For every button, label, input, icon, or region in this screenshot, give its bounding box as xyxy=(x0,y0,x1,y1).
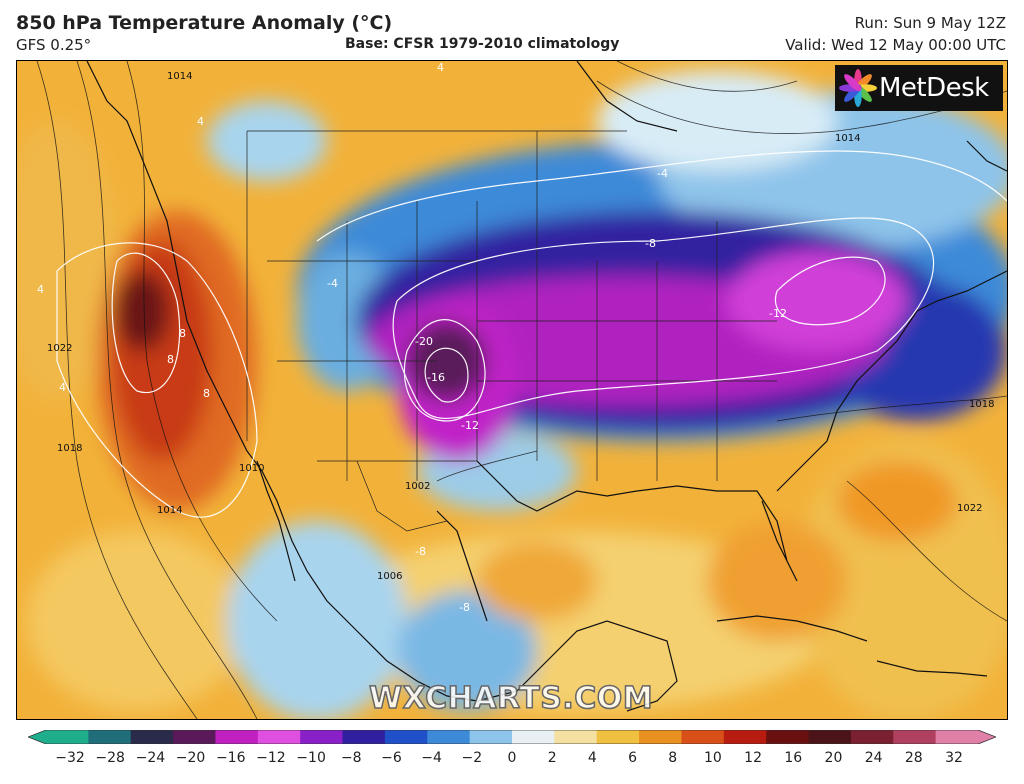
colorbar-tick-label: 28 xyxy=(904,750,923,766)
colorbar-tick-label: −2 xyxy=(461,750,483,766)
model-label: GFS 0.25° xyxy=(16,36,92,54)
isobar-label: 1018 xyxy=(57,443,82,454)
isobar-label: 1018 xyxy=(969,399,994,410)
colorbar-segment xyxy=(130,730,174,744)
colorbar-segment xyxy=(173,730,216,744)
anomaly-contours xyxy=(56,150,1007,518)
isobar-label: 1014 xyxy=(835,133,860,144)
metdesk-flower-icon xyxy=(839,69,877,107)
contour-label: -4 xyxy=(327,277,338,290)
isobar-label: 1014 xyxy=(167,71,192,82)
colorbar-segment xyxy=(893,730,937,744)
isobar-label: 1022 xyxy=(957,503,982,514)
contour-label: -8 xyxy=(459,601,470,614)
colorbar-tick-label: −16 xyxy=(215,750,246,766)
colorbar-tick-label: −10 xyxy=(296,750,326,766)
colorbar-tick-label: −12 xyxy=(256,750,286,766)
chart-header: 850 hPa Temperature Anomaly (°C) GFS 0.2… xyxy=(0,0,1024,58)
contour-label: 8 xyxy=(167,353,174,366)
colorbar-tick-label: −8 xyxy=(340,750,362,766)
colorbar-segment xyxy=(88,730,132,744)
contour-label: 4 xyxy=(59,381,66,394)
colorbar-tick-label: −28 xyxy=(95,750,125,766)
isobar-labels: 1014 1014 1018 1018 1022 1022 1010 1002 … xyxy=(47,71,994,582)
colorbar-segment xyxy=(512,730,555,744)
colorbar-segment xyxy=(766,730,810,744)
colorbar-tick-label: −32 xyxy=(55,750,85,766)
colorbar-segment xyxy=(554,730,598,744)
colorbar-tick-label: 0 xyxy=(507,750,517,766)
isobar-label: 1014 xyxy=(157,505,182,516)
colorbar-segment xyxy=(427,730,471,744)
contour-label: -20 xyxy=(415,335,433,348)
colorbar-segment xyxy=(215,730,259,744)
run-label: Run: Sun 9 May 12Z xyxy=(854,14,1006,32)
colorbar-tick-label: 4 xyxy=(587,750,597,766)
contour-labels: -20 -16 -12 -12 -8 -8 -8 -4 -4 4 4 4 4 8… xyxy=(37,61,787,614)
valid-time-label: Valid: Wed 12 May 00:00 UTC xyxy=(785,36,1006,54)
contour-label: -12 xyxy=(461,419,479,432)
colorbar-tick-label: 10 xyxy=(703,750,722,766)
colorbar-segment xyxy=(639,730,682,744)
colorbar-segment xyxy=(257,730,301,744)
colorbar-segment xyxy=(384,730,428,744)
contour-label: -16 xyxy=(427,371,445,384)
colorbar-segment xyxy=(596,730,640,744)
coastlines xyxy=(86,61,1007,712)
contour-label: -8 xyxy=(415,545,426,558)
contour-label: 4 xyxy=(37,283,44,296)
contour-label: 4 xyxy=(437,61,444,74)
map-canvas: -20 -16 -12 -12 -8 -8 -8 -4 -4 4 4 4 4 8… xyxy=(17,61,1007,719)
colorbar-left-arrow xyxy=(28,730,46,744)
colorbar-segment xyxy=(46,730,89,744)
anomaly-map: -20 -16 -12 -12 -8 -8 -8 -4 -4 4 4 4 4 8… xyxy=(16,60,1008,720)
isobar-label: 1010 xyxy=(239,463,264,474)
contour-label: -8 xyxy=(645,237,656,250)
colorbar-segment xyxy=(469,730,513,744)
colorbar: −32 −28 −24 −20 −16 −12 −10 −8 −6 −4 −2 0 2 4 6 8 10 12 16… xyxy=(28,730,996,782)
colorbar-tick-label: 12 xyxy=(744,750,762,766)
isobar-label: 1022 xyxy=(47,343,72,354)
isobar-label: 1002 xyxy=(405,481,430,492)
base-climatology-label: Base: CFSR 1979-2010 climatology xyxy=(345,36,620,52)
contour-label: 4 xyxy=(197,115,204,128)
isobars xyxy=(36,61,1007,719)
colorbar-tick-label: −20 xyxy=(175,750,206,766)
borders xyxy=(246,130,777,532)
wxcharts-watermark: WXCHARTS.COM xyxy=(368,680,654,717)
contour-label: -12 xyxy=(769,307,787,320)
colorbar-tick-label: −4 xyxy=(421,750,442,766)
colorbar-tick-label: 8 xyxy=(668,750,678,766)
colorbar-segment xyxy=(681,730,725,744)
colorbar-right-arrow xyxy=(978,730,996,744)
colorbar-tick-label: 20 xyxy=(824,750,843,766)
colorbar-tick-label: 24 xyxy=(864,750,883,766)
metdesk-logo: MetDesk xyxy=(835,65,1003,111)
colorbar-tick-label: −6 xyxy=(381,750,402,766)
contour-label: 8 xyxy=(179,327,186,340)
colorbar-tick-label: 32 xyxy=(945,750,963,766)
colorbar-segment xyxy=(342,730,386,744)
metdesk-logo-text: MetDesk xyxy=(879,73,989,103)
colorbar-tick-label: 16 xyxy=(784,750,803,766)
colorbar-tick-label: −24 xyxy=(135,750,166,766)
map-title: 850 hPa Temperature Anomaly (°C) xyxy=(16,12,393,34)
colorbar-tick-label: 6 xyxy=(628,750,637,766)
colorbar-gradient xyxy=(28,730,996,744)
isobar-label: 1006 xyxy=(377,571,402,582)
colorbar-segment xyxy=(850,730,894,744)
contour-label: -4 xyxy=(657,167,668,180)
colorbar-segment xyxy=(723,730,767,744)
colorbar-segment xyxy=(300,730,344,744)
colorbar-tick-label: 2 xyxy=(547,750,557,766)
contour-label: 8 xyxy=(203,387,210,400)
colorbar-segment xyxy=(935,730,979,744)
colorbar-segment xyxy=(808,730,852,744)
